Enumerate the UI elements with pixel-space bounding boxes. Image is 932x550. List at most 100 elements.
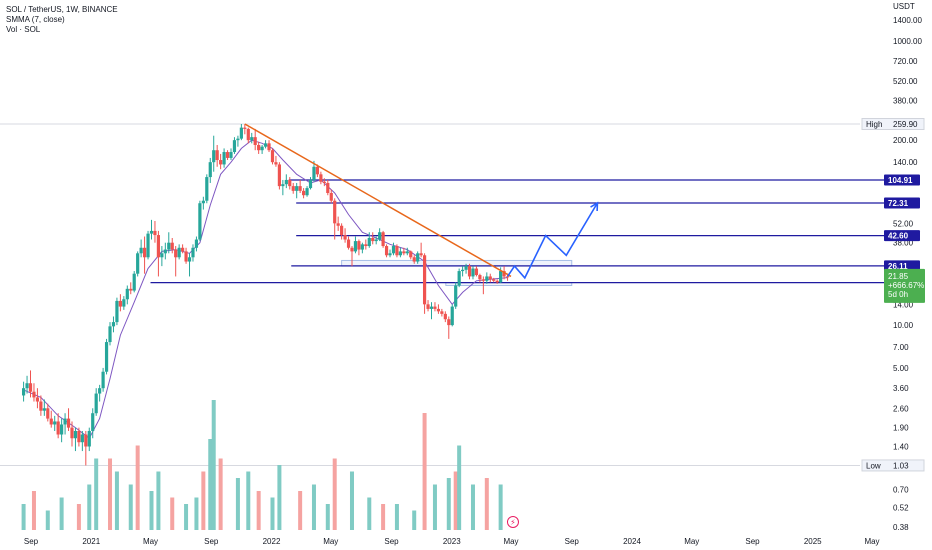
- candle-body: [194, 239, 199, 248]
- projection-arrowhead: [590, 201, 599, 211]
- candle-body: [187, 257, 192, 262]
- candle-body: [471, 268, 475, 277]
- candle-body: [329, 192, 333, 201]
- volume-bar: [218, 458, 223, 530]
- time-axis: Sep 2021 May Sep 2022 May Sep 2023 May Sep 2024 May…: [24, 537, 880, 546]
- candle-body: [125, 288, 129, 300]
- candle-body: [132, 273, 136, 291]
- candle-body: [201, 200, 205, 204]
- candle-body: [422, 255, 427, 305]
- candle-body: [499, 271, 503, 283]
- volume-bar: [367, 497, 372, 530]
- candle-body: [295, 186, 299, 191]
- candle-body: [412, 257, 416, 262]
- volume-bar: [349, 471, 354, 530]
- low-tag-value: 1.03: [893, 461, 909, 470]
- volume-bar: [457, 445, 462, 530]
- volume-bar: [412, 510, 417, 530]
- volume-label[interactable]: Vol · SOL: [6, 25, 41, 34]
- candle-body: [129, 288, 133, 291]
- time-tick-label: Sep: [24, 537, 39, 546]
- candle-body: [174, 249, 178, 258]
- candle-body: [340, 225, 344, 236]
- volume-bar: [246, 471, 251, 530]
- volume-bar: [135, 445, 140, 530]
- candle-body: [21, 388, 26, 396]
- level-tag-label: 72.31: [888, 199, 909, 208]
- candle-body: [108, 326, 112, 343]
- indicator-label[interactable]: SMMA (7, close): [6, 15, 65, 24]
- price-tick-label: 0.52: [893, 504, 909, 513]
- time-tick-label: 2023: [443, 537, 461, 546]
- candle-body: [467, 266, 472, 277]
- candle-body: [46, 408, 50, 419]
- price-tick-label: 200.00: [893, 136, 918, 145]
- candle-body: [156, 235, 161, 258]
- candle-body: [402, 251, 406, 254]
- current-price-value: 21.85: [888, 272, 909, 281]
- candle-body: [315, 166, 320, 175]
- candle-body: [319, 174, 323, 182]
- candle-body: [378, 232, 382, 240]
- candle-body: [146, 233, 150, 258]
- low-tag: [861, 459, 925, 472]
- candle-body: [457, 271, 461, 286]
- volume-bar: [45, 510, 50, 530]
- candle-body: [488, 276, 492, 280]
- volume-bar: [422, 413, 427, 530]
- candle-body: [443, 313, 447, 320]
- candle-body: [474, 268, 479, 276]
- volume-bar: [470, 484, 475, 530]
- candle-body: [101, 371, 105, 389]
- candle-body: [333, 200, 337, 224]
- volume-bar: [76, 504, 81, 530]
- volume-bar: [256, 491, 261, 530]
- high-tag: [861, 117, 925, 130]
- candle-body: [263, 143, 268, 147]
- candle-body: [440, 311, 444, 314]
- time-tick-label: May: [503, 537, 518, 546]
- time-tick-label: Sep: [565, 537, 580, 546]
- symbol-label[interactable]: SOL / TetherUS, 1W, BINANCE: [6, 5, 118, 14]
- volume-bar: [108, 458, 113, 530]
- current-price-countdown: 5d 0h: [888, 290, 908, 299]
- time-tick-label: Sep: [745, 537, 760, 546]
- candle-body: [163, 249, 167, 254]
- chart-legend: SOL / TetherUS, 1W, BINANCE SMMA (7, clo…: [6, 5, 118, 35]
- candle-body: [384, 246, 389, 256]
- time-tick-label: May: [684, 537, 699, 546]
- time-tick-label: Sep: [384, 537, 399, 546]
- volume-bar: [394, 504, 399, 530]
- volume-bar: [235, 478, 240, 530]
- level-tag: [884, 197, 920, 209]
- candle-body: [436, 308, 441, 312]
- candle-body: [232, 140, 237, 153]
- candle-body: [298, 186, 302, 191]
- candle-body: [170, 242, 174, 250]
- price-tick-label: 52.00: [893, 219, 914, 228]
- volume-bar: [94, 458, 99, 530]
- candle-body: [284, 179, 288, 185]
- candle-body: [495, 280, 499, 283]
- candle-body: [381, 232, 385, 247]
- volume-bar: [21, 504, 26, 530]
- volume-bar: [453, 471, 458, 530]
- price-tick-label: 38.00: [893, 239, 914, 248]
- candle-body: [49, 418, 53, 425]
- volume-bar: [114, 471, 119, 530]
- candle-body: [177, 247, 181, 258]
- volume-bar: [325, 504, 330, 530]
- candle-body: [357, 241, 361, 250]
- volume-bar: [446, 478, 451, 530]
- level-tag-label: 104.91: [888, 176, 913, 185]
- volume-bar: [184, 504, 189, 530]
- candle-body: [260, 146, 264, 151]
- volume-bar: [498, 484, 503, 530]
- candle-body: [485, 276, 489, 281]
- candle-body: [160, 253, 164, 258]
- time-tick-label: May: [864, 537, 879, 546]
- candle-body: [28, 383, 33, 392]
- candle-body: [73, 430, 78, 439]
- candle-body: [301, 190, 306, 196]
